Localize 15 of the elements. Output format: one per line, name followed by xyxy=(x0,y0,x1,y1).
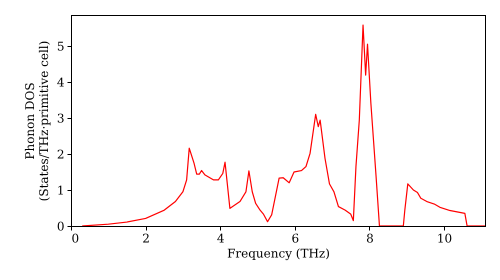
line-series xyxy=(82,24,485,226)
y-axis-title: Phonon DOS (States/THz·primitive cell) xyxy=(22,40,51,202)
x-tick-label: 0 xyxy=(72,232,80,246)
y-tick-label: 1 xyxy=(56,183,64,198)
y-tick-label: 4 xyxy=(56,75,65,90)
y-tick-label: 3 xyxy=(56,111,64,126)
x-axis-title: Frequency (THz) xyxy=(227,246,330,260)
y-tick-label: 5 xyxy=(56,39,64,54)
x-tick-label: 2 xyxy=(142,232,150,246)
x-tick-label: 6 xyxy=(291,232,300,246)
x-tick-label: 10 xyxy=(436,232,452,246)
x-tick-label: 8 xyxy=(366,232,374,246)
y-tick-label: 2 xyxy=(56,147,64,162)
x-tick-label: 4 xyxy=(216,232,225,246)
y-tick-label: 0 xyxy=(56,220,64,234)
